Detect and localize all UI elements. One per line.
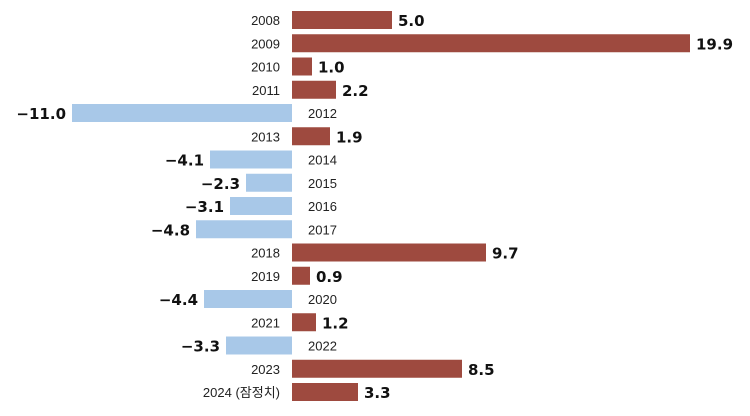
bar-10 xyxy=(196,220,292,239)
value-label: 8.5 xyxy=(468,361,495,379)
category-label: 2015 xyxy=(308,176,337,191)
bar-8 xyxy=(246,173,292,192)
bar-12 xyxy=(292,266,310,285)
bar-2 xyxy=(292,34,690,53)
value-label: 9.7 xyxy=(492,245,519,263)
bar-13 xyxy=(204,290,292,308)
bar-11 xyxy=(292,243,486,262)
plot-area: 2008 5.0 2009 19.9 2010 1.0 2011 2.2 2012 −11.0 20… xyxy=(16,11,733,402)
bar-17 xyxy=(292,383,358,401)
category-label: 2012 xyxy=(308,106,337,121)
value-label: −4.8 xyxy=(151,221,190,239)
bar-5 xyxy=(72,104,292,122)
value-label: −2.3 xyxy=(201,175,240,193)
value-label: −3.1 xyxy=(185,198,224,216)
value-label: 5.0 xyxy=(398,12,425,30)
category-label: 2011 xyxy=(252,83,280,98)
bar-9 xyxy=(230,197,292,215)
value-label: −3.3 xyxy=(181,338,220,356)
bar-15 xyxy=(226,336,292,355)
category-label: 2018 xyxy=(251,246,280,261)
value-label: 1.2 xyxy=(322,314,349,332)
category-label: 2019 xyxy=(251,269,280,284)
bar-3 xyxy=(292,57,312,76)
value-label: 3.3 xyxy=(364,384,391,402)
category-label: 2009 xyxy=(251,36,280,51)
category-label: 2022 xyxy=(308,339,337,354)
bar-4 xyxy=(292,80,336,99)
category-label: 2013 xyxy=(251,129,280,144)
category-label: 2008 xyxy=(251,13,280,28)
value-label: 19.9 xyxy=(696,35,733,53)
value-label: −4.1 xyxy=(165,152,204,170)
category-label: 2021 xyxy=(251,315,280,330)
category-label: 2010 xyxy=(251,60,280,75)
value-label: −11.0 xyxy=(16,105,66,123)
value-label: 2.2 xyxy=(342,82,369,100)
category-label: 2017 xyxy=(308,222,337,237)
value-label: −4.4 xyxy=(159,291,198,309)
bar-1 xyxy=(292,11,392,29)
bar-6 xyxy=(292,127,330,146)
bar-7 xyxy=(210,150,292,169)
category-label: 2014 xyxy=(308,153,337,168)
category-label: 2024 (잠정치) xyxy=(203,385,280,400)
category-label: 2023 xyxy=(251,362,280,377)
value-label: 1.0 xyxy=(318,59,345,77)
category-label: 2020 xyxy=(308,292,337,307)
bar-14 xyxy=(292,313,316,332)
value-label: 0.9 xyxy=(316,268,343,286)
category-label: 2016 xyxy=(308,199,337,214)
value-label: 1.9 xyxy=(336,128,363,146)
bar-16 xyxy=(292,359,462,378)
